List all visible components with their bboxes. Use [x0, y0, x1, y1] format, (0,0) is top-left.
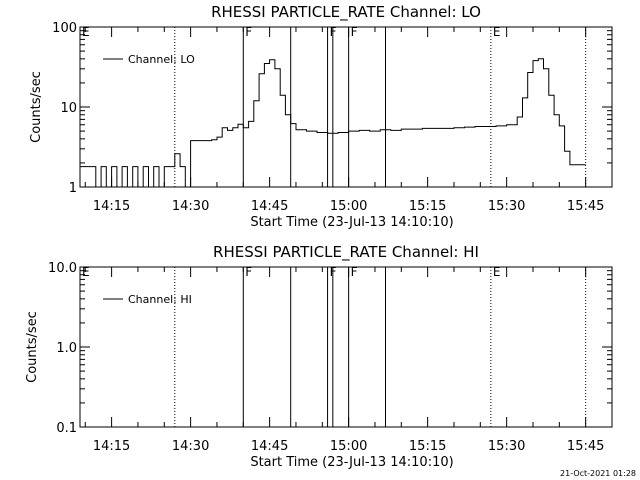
- x-tick-label: 14:15: [93, 439, 130, 454]
- y-axis-label: Counts/sec: [29, 71, 44, 143]
- x-tick-label: 15:00: [330, 199, 367, 214]
- y-tick-label: 10.0: [48, 261, 77, 276]
- x-tick-label: 15:15: [409, 439, 446, 454]
- flag-label: E: [82, 25, 90, 39]
- x-tick-label: 14:45: [251, 199, 288, 214]
- panel-2: RHESSI PARTICLE_RATE Channel: HI 0.1 1.0 10…: [25, 243, 613, 470]
- flag-label: F: [351, 265, 358, 279]
- x-tick-label: 15:45: [567, 439, 604, 454]
- chart-title: RHESSI PARTICLE_RATE Channel: HI: [213, 243, 479, 262]
- x-tick-label: 15:00: [330, 439, 367, 454]
- x-tick-label: 14:30: [172, 439, 209, 454]
- x-tick-label: 15:45: [567, 199, 604, 214]
- legend-label: Channel: HI: [128, 293, 192, 306]
- flag-label: E: [493, 25, 501, 39]
- y-axis-label: Counts/sec: [25, 311, 40, 383]
- series-line: [80, 58, 586, 188]
- x-axis-label: Start Time (23-Jul-13 14:10:10): [250, 215, 453, 230]
- flag-label: F: [351, 25, 358, 39]
- x-tick-label: 14:45: [251, 439, 288, 454]
- x-tick-label: 14:30: [172, 199, 209, 214]
- y-tick-label: 1: [69, 181, 77, 196]
- x-tick-label: 15:15: [409, 199, 446, 214]
- y-tick-label: 100: [52, 21, 77, 36]
- x-tick-label: 14:15: [93, 199, 130, 214]
- legend-label: Channel: LO: [128, 53, 195, 66]
- x-tick-label: 15:30: [488, 199, 525, 214]
- flag-label: E: [82, 265, 90, 279]
- flag-label: F: [245, 25, 252, 39]
- flag-label: E: [493, 265, 501, 279]
- y-tick-label: 0.1: [56, 421, 77, 436]
- y-tick-label: 1.0: [56, 341, 77, 356]
- x-axis-label: Start Time (23-Jul-13 14:10:10): [250, 455, 453, 470]
- footer-timestamp: 21-Oct-2021 01:28: [560, 469, 636, 478]
- y-tick-label: 10: [60, 101, 77, 116]
- flag-label: F: [245, 265, 252, 279]
- x-tick-label: 15:30: [488, 439, 525, 454]
- panel-1: RHESSI PARTICLE_RATE Channel: LO 1 10 100 14…: [29, 3, 613, 230]
- chart-title: RHESSI PARTICLE_RATE Channel: LO: [211, 3, 481, 22]
